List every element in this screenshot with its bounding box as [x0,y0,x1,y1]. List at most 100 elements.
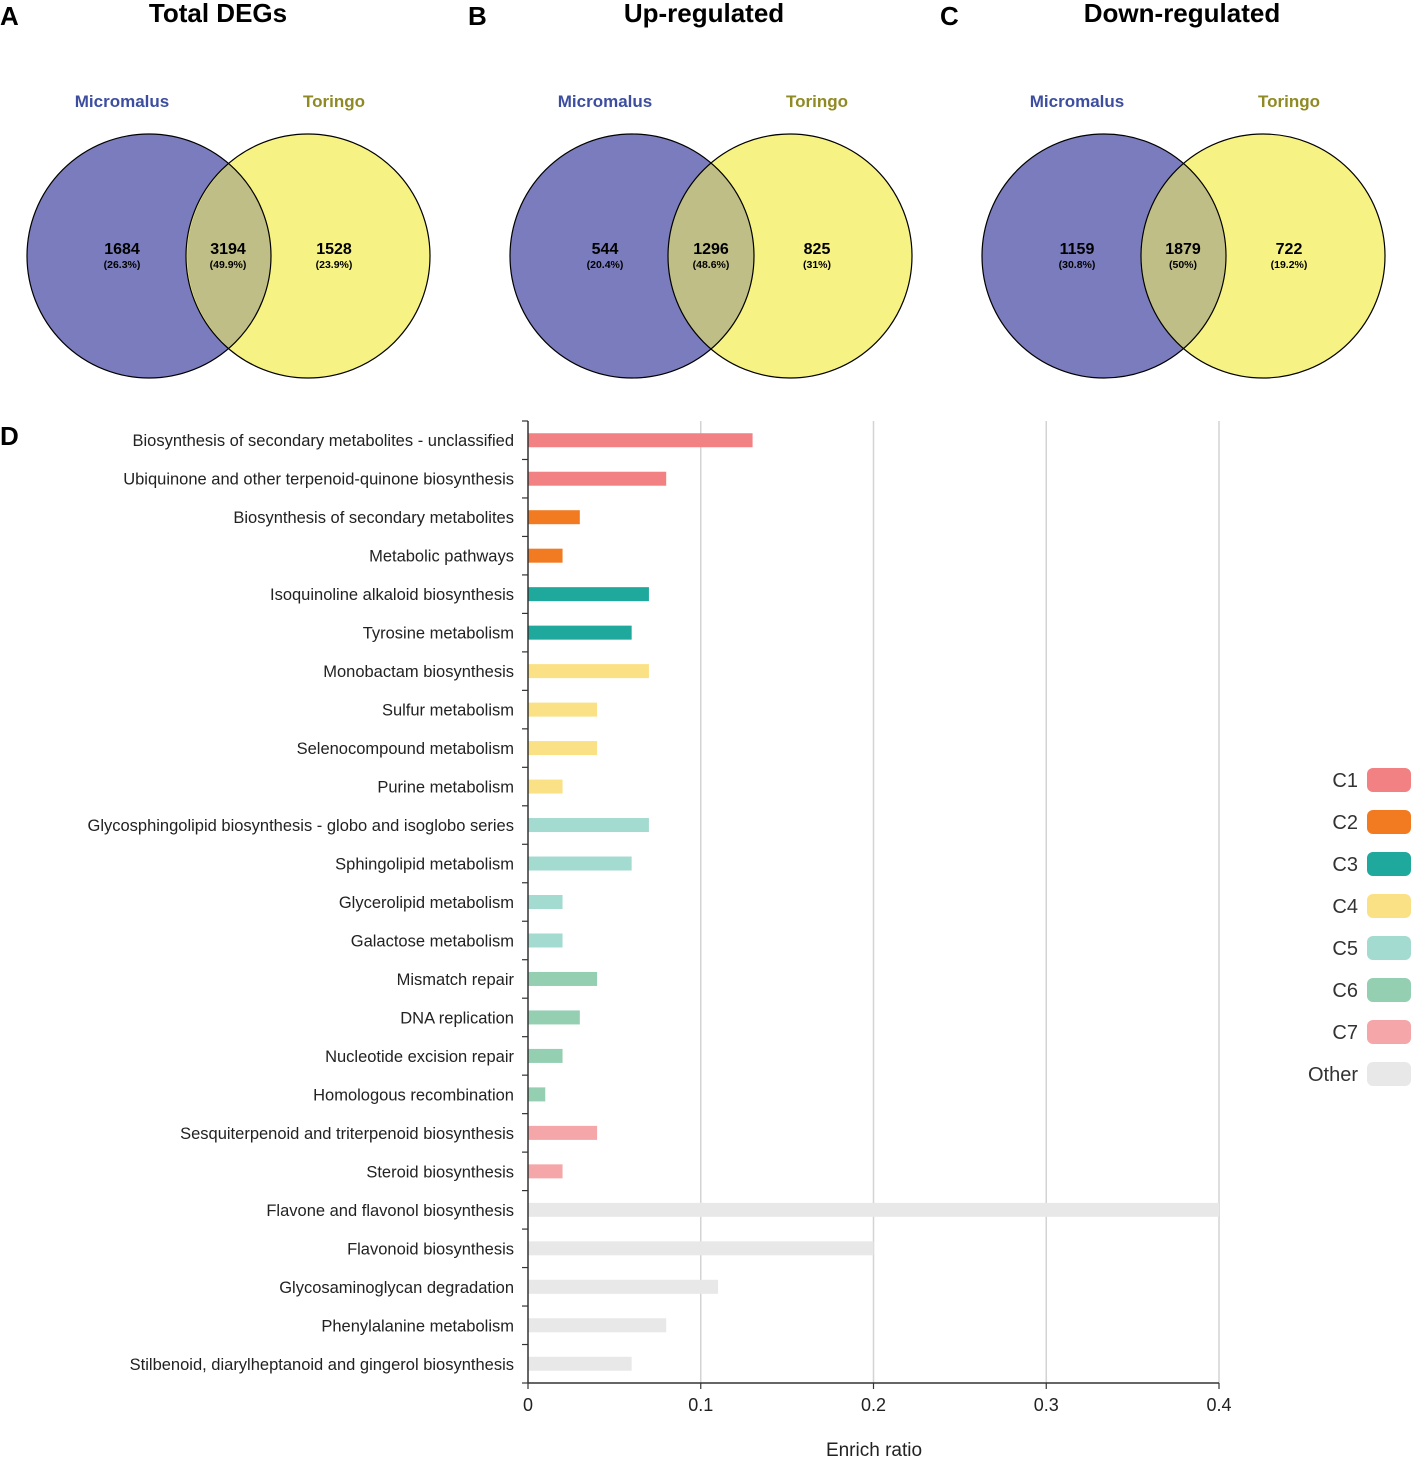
legend-label-other: Other [1308,1064,1358,1086]
venn-title-c: Down-regulated [1084,0,1280,28]
bar-17 [528,1048,563,1063]
legend: C1 C2 C3 C4 C5 C6 C7 Other [1308,768,1411,1086]
venn-c-outline-micromalus [981,133,1227,379]
bar-chart-panel-d: D Biosynthesis of secondary metabolites … [0,420,1411,1459]
legend-label-c1: C1 [1332,770,1358,792]
legend-swatch-c1 [1367,768,1411,792]
bar-22 [528,1241,874,1256]
category-label-17: Nucleotide excision repair [325,1048,514,1066]
bar-18 [528,1087,546,1102]
bar-23 [528,1279,719,1294]
x-tick-label-4: 0.4 [1206,1395,1231,1415]
legend-swatch-other [1367,1062,1411,1086]
legend-swatch-c5 [1367,936,1411,960]
bar-7 [528,664,649,679]
bar-21 [528,1202,1219,1217]
bar-5 [528,587,649,602]
category-label-22: Flavonoid biosynthesis [347,1240,514,1258]
venn-a-overlap [187,164,271,348]
bar-15 [528,971,598,986]
x-tick-label-2: 0.2 [861,1395,886,1415]
bar-14 [528,933,563,948]
venn-b-a-only-count: 544 [592,241,619,258]
legend-swatch-c2 [1367,810,1411,834]
x-axis: 0 0.1 0.2 0.3 0.4 [523,1382,1232,1415]
venn-c-set-a-label: Micromalus [1030,92,1124,111]
venn-a-set-a-label: Micromalus [75,92,169,111]
legend-label-c2: C2 [1332,812,1358,834]
category-label-10: Purine metabolism [377,779,514,797]
venn-b-a-only-pct: (20.4%) [587,259,624,271]
venn-a-outline-toringo [185,133,431,379]
bar-4 [528,548,563,563]
venn-a-a-only-pct: (26.3%) [104,259,141,271]
legend-swatch-c3 [1367,852,1411,876]
category-label-16: DNA replication [400,1009,514,1027]
bar-8 [528,702,598,717]
category-label-1: Biosynthesis of secondary metabolites - … [132,432,514,450]
venn-c-both-count: 1879 [1165,241,1201,258]
category-label-7: Monobactam biosynthesis [323,663,514,681]
category-label-6: Tyrosine metabolism [363,625,514,643]
legend-label-c6: C6 [1332,980,1358,1002]
category-label-9: Selenocompound metabolism [297,740,514,758]
bar-9 [528,741,598,756]
bar-19 [528,1125,598,1140]
category-label-15: Mismatch repair [397,971,515,989]
category-label-14: Galactose metabolism [351,932,514,950]
bar-10 [528,779,563,794]
category-label-3: Biosynthesis of secondary metabolites [233,509,514,527]
category-label-12: Sphingolipid metabolism [335,856,514,874]
legend-label-c3: C3 [1332,854,1358,876]
x-tick-label-0: 0 [523,1395,533,1415]
venn-b-set-a-label: Micromalus [558,92,652,111]
category-label-11: Glycosphingolipid biosynthesis - globo a… [87,817,514,835]
category-label-21: Flavone and flavonol biosynthesis [266,1202,514,1220]
panel-letter-c: C [940,1,959,31]
panel-letter-d: D [0,421,19,451]
x-tick-label-3: 0.3 [1034,1395,1059,1415]
venn-a-set-b-label: Toringo [303,92,365,111]
bar-16 [528,1010,580,1025]
bar-3 [528,510,580,525]
category-label-5: Isoquinoline alkaloid biosynthesis [270,586,514,604]
bar-11 [528,818,649,833]
x-axis-title: Enrich ratio [826,1440,922,1459]
venn-a-both-count: 3194 [210,241,246,258]
venn-panel-c: C Down-regulated Micromalus Toringo 1159… [940,0,1386,379]
venn-c-a-only-count: 1159 [1060,241,1095,258]
bars [528,433,1219,1371]
venn-c-set-b-label: Toringo [1258,92,1320,111]
venn-c-b-only-count: 722 [1276,241,1303,258]
venn-a-outline-micromalus [26,133,272,379]
legend-swatch-c4 [1367,894,1411,918]
venn-b-outline-micromalus [509,133,755,379]
venn-a-b-only-pct: (23.9%) [316,259,353,271]
category-label-4: Metabolic pathways [369,548,514,566]
x-tick-label-1: 0.1 [688,1395,713,1415]
venn-b-overlap [667,163,755,349]
venn-b-outline-toringo [667,133,913,379]
venn-a-b-only-count: 1528 [316,241,352,258]
legend-label-c5: C5 [1332,938,1358,960]
category-label-19: Sesquiterpenoid and triterpenoid biosynt… [180,1125,514,1143]
category-label-2: Ubiquinone and other terpenoid-quinone b… [123,471,514,489]
venn-c-b-only-pct: (19.2%) [1271,259,1308,271]
bar-25 [528,1356,632,1371]
bar-6 [528,625,632,640]
bar-24 [528,1318,667,1333]
legend-swatch-c7 [1367,1020,1411,1044]
category-label-23: Glycosaminoglycan degradation [279,1279,514,1297]
bar-13 [528,895,563,909]
legend-swatch-c6 [1367,978,1411,1002]
bar-2 [528,471,667,486]
category-labels: Biosynthesis of secondary metabolites - … [87,432,514,1374]
venn-b-both-pct: (48.6%) [693,259,730,271]
venn-c-outline-toringo [1140,133,1386,379]
venn-b-b-only-pct: (31%) [803,259,831,271]
panel-letter-b: B [468,1,487,31]
category-label-20: Steroid biosynthesis [366,1163,514,1181]
venn-panel-a: A Total DEGs Micromalus Toringo 1684 (26… [0,0,431,379]
category-label-13: Glycerolipid metabolism [339,894,514,912]
